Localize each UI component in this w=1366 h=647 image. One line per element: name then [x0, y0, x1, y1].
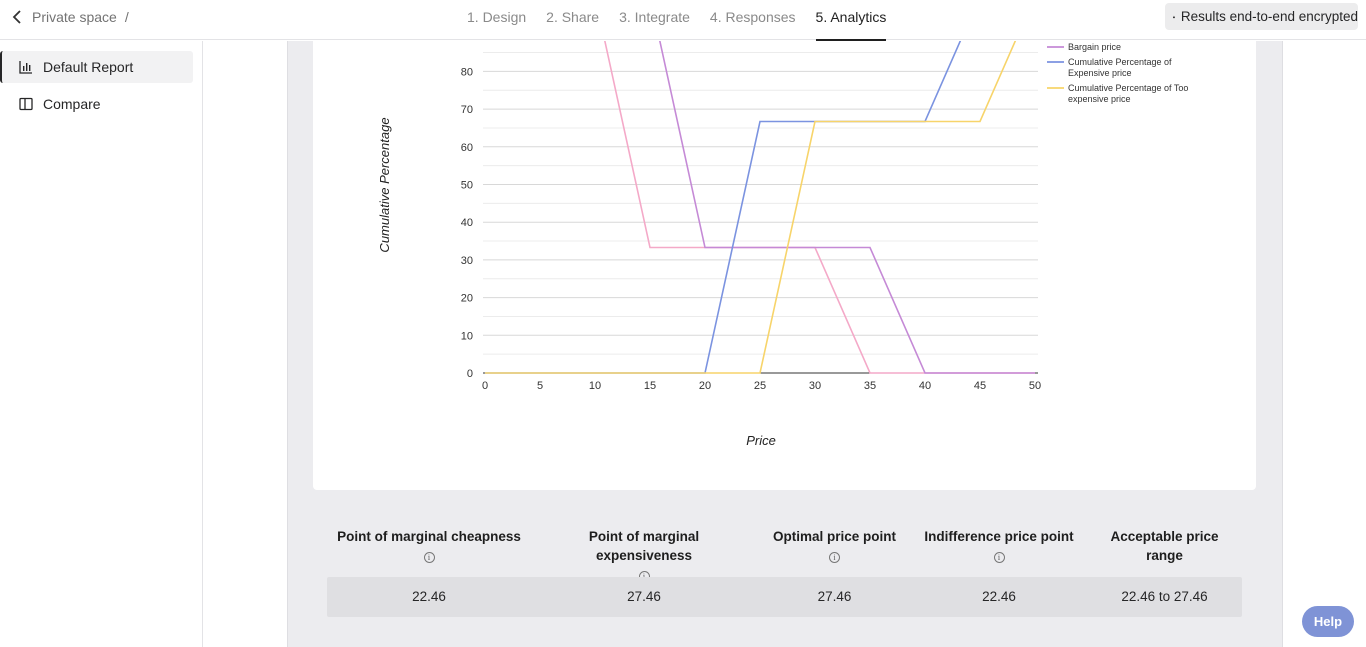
- lock-icon: [1173, 15, 1175, 18]
- y-tick-label: 60: [461, 142, 473, 154]
- metric-value-indifference-price: 22.46: [982, 589, 1016, 604]
- breadcrumb-separator: /: [124, 9, 129, 25]
- x-tick-label: 10: [589, 380, 601, 392]
- encryption-label: Results end-to-end encrypted: [1180, 9, 1358, 24]
- y-tick-label: 70: [461, 104, 473, 116]
- bar-chart-icon: [19, 61, 32, 74]
- compare-icon: [19, 97, 33, 111]
- chevron-left-icon: [12, 10, 21, 24]
- step-tabs: 1. Design 2. Share 3. Integrate 4. Respo…: [457, 0, 897, 41]
- series-line-3: [485, 41, 962, 374]
- top-bar: Private space / 1. Design 2. Share 3. In…: [0, 0, 1366, 41]
- x-tick-label: 45: [974, 380, 986, 392]
- metric-value-optimal-price: 27.46: [817, 589, 852, 604]
- x-tick-label: 40: [919, 380, 931, 392]
- y-axis-label: Cumulative Percentage: [377, 117, 392, 252]
- metric-header-marginal-expensiveness: Point of marginal expensiveness i: [540, 527, 748, 584]
- metric-values-row: 22.46 27.46 27.46 22.46 22.46 to 27.46: [327, 577, 1242, 617]
- back-to-space-link[interactable]: Private space /: [10, 7, 129, 27]
- metric-label: Indifference price point: [924, 529, 1074, 544]
- series-line-2: [659, 41, 1035, 374]
- tab-analytics[interactable]: 5. Analytics: [806, 0, 897, 41]
- legend-label: Cumulative Percentage of Too: [1068, 83, 1188, 93]
- legend-label: expensive price: [1068, 94, 1131, 104]
- metric-header-optimal-price: Optimal price point i: [762, 527, 907, 565]
- sidebar-item-compare[interactable]: Compare: [2, 88, 192, 120]
- y-tick-label: 30: [461, 255, 473, 267]
- metric-header-acceptable-range: Acceptable price range: [1097, 527, 1232, 565]
- info-icon[interactable]: i: [829, 552, 840, 563]
- encryption-badge: Results end-to-end encrypted: [1165, 3, 1358, 30]
- y-tick-label: 10: [461, 330, 473, 342]
- y-tick-label: 80: [461, 66, 473, 78]
- metric-label: Acceptable price range: [1110, 529, 1219, 563]
- breadcrumb-space[interactable]: Private space: [32, 9, 117, 25]
- metric-value-marginal-expensiveness: 27.46: [627, 589, 661, 604]
- x-tick-label: 25: [754, 380, 766, 392]
- sidebar-item-label: Compare: [43, 96, 101, 112]
- info-icon[interactable]: i: [423, 552, 435, 563]
- legend-label: Cumulative Percentage of: [1068, 57, 1172, 67]
- tab-design[interactable]: 1. Design: [467, 9, 527, 25]
- metric-label: Optimal price point: [772, 529, 896, 544]
- x-tick-label: 0: [482, 380, 488, 392]
- sidebar: Default Report Compare: [0, 41, 203, 647]
- info-icon[interactable]: i: [993, 552, 1005, 563]
- price-sensitivity-chart: 0 10 20 30 40 50 60 70 80 0 5 10 15 20 25 30 35 40 45 50 B…: [377, 41, 1188, 448]
- chart-card: 0 10 20 30 40 50 60 70 80 0 5 10 15 20 25 30 35 40 45 50 B…: [313, 41, 1256, 490]
- tab-integrate[interactable]: 3. Integrate: [619, 9, 690, 25]
- legend-label: Expensive price: [1068, 68, 1132, 78]
- metric-header-indifference-price: Indifference price point i: [919, 527, 1079, 565]
- x-tick-label: 35: [864, 380, 876, 392]
- sidebar-item-default-report[interactable]: Default Report: [0, 51, 193, 83]
- x-tick-label: 30: [809, 380, 821, 392]
- x-axis-label: Price: [746, 433, 776, 448]
- metric-label: Point of marginal cheapness: [337, 529, 521, 544]
- metric-value-acceptable-range: 22.46 to 27.46: [1121, 589, 1208, 604]
- metric-value-marginal-cheapness: 22.46: [412, 589, 446, 604]
- y-tick-label: 40: [461, 217, 473, 229]
- y-tick-label: 20: [461, 293, 473, 305]
- sidebar-item-label: Default Report: [43, 59, 134, 75]
- y-tick-label: 0: [467, 368, 473, 380]
- legend-label: Bargain price: [1068, 42, 1121, 52]
- x-tick-label: 5: [537, 380, 543, 392]
- tab-responses[interactable]: 4. Responses: [709, 9, 796, 25]
- x-tick-label: 15: [644, 380, 656, 392]
- metric-header-marginal-cheapness: Point of marginal cheapness i: [335, 527, 523, 565]
- series-line-1: [604, 41, 1035, 374]
- help-button[interactable]: Help: [1302, 606, 1354, 637]
- y-tick-label: 50: [461, 180, 473, 192]
- tab-share[interactable]: 2. Share: [546, 9, 600, 25]
- metric-label: Point of marginal expensiveness: [588, 529, 700, 563]
- x-tick-label: 50: [1029, 380, 1041, 392]
- series-line-4: [485, 41, 1017, 374]
- x-tick-label: 20: [699, 380, 711, 392]
